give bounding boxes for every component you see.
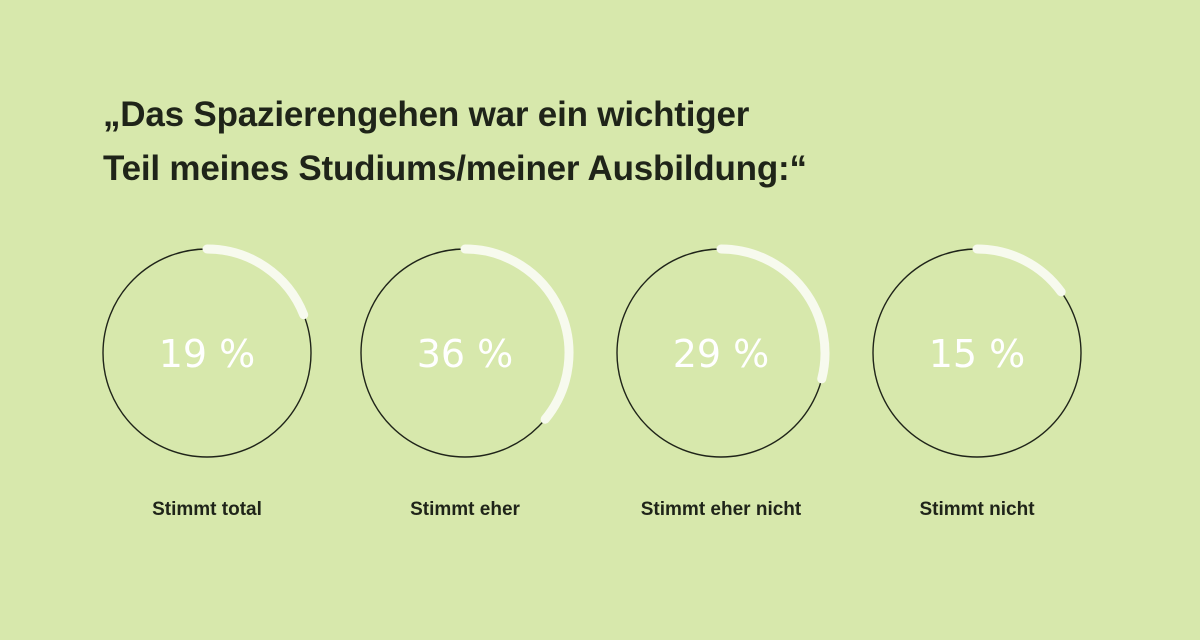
progress-arc <box>716 244 830 384</box>
chart-title-line-2: Teil meines Studiums/meiner Ausbildung:“ <box>103 149 807 188</box>
ring-value-label: 36 % <box>417 332 514 376</box>
ring-value-label: 19 % <box>159 332 256 376</box>
ring-category-label: Stimmt eher <box>410 499 520 520</box>
ring-group-2: 36 % Stimmt eher <box>360 244 574 520</box>
ring-value-label: 15 % <box>929 332 1026 376</box>
progress-arc <box>460 244 574 424</box>
ring-group-4: 15 % Stimmt nicht <box>872 244 1082 520</box>
chart-title-line-1: „Das Spazierengehen war ein wichtiger <box>103 95 750 134</box>
ring-group-3: 29 % Stimmt eher nicht <box>616 244 830 520</box>
ring-group-1: 19 % Stimmt total <box>102 244 312 520</box>
ring-value-label: 29 % <box>673 332 770 376</box>
progress-arc <box>202 244 309 320</box>
chart-title: „Das Spazierengehen war ein wichtiger Te… <box>103 88 807 196</box>
progress-arc <box>972 244 1066 297</box>
ring-category-label: Stimmt nicht <box>919 499 1035 520</box>
ring-category-label: Stimmt eher nicht <box>641 499 802 520</box>
ring-category-label: Stimmt total <box>152 499 262 520</box>
